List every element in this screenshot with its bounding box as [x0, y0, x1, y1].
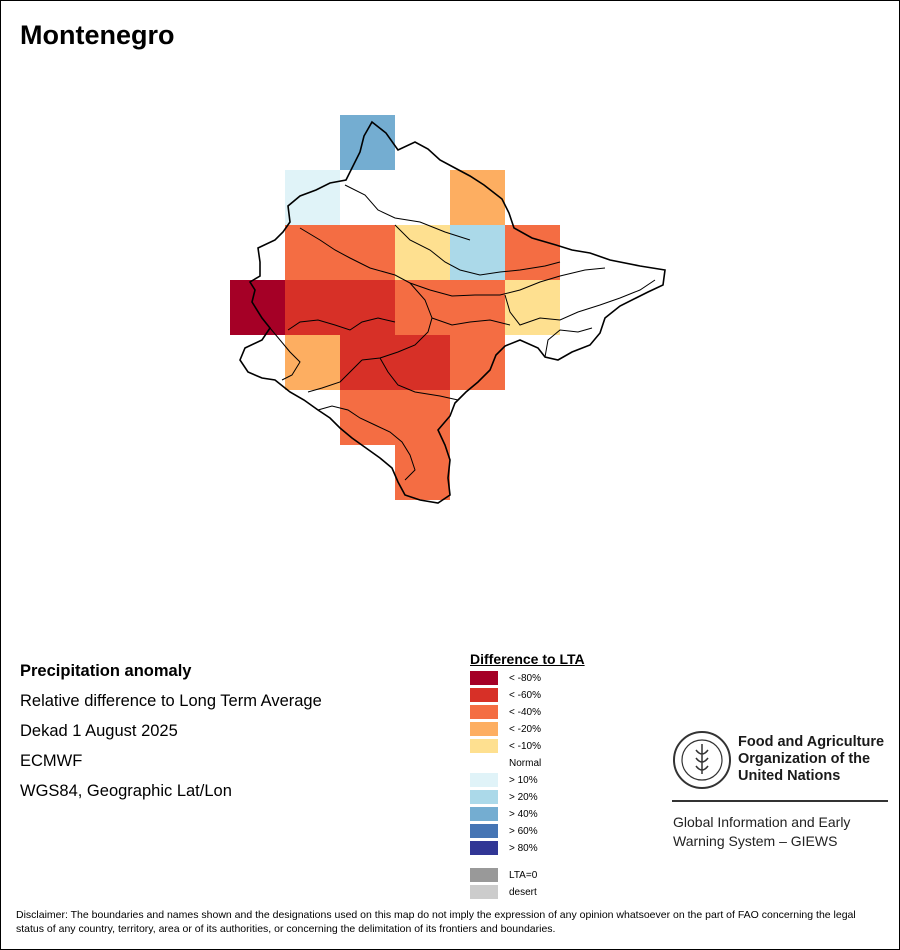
organization-name-line3: United Nations — [738, 768, 841, 784]
info-period: Dekad 1 August 2025 — [20, 722, 178, 740]
legend-label: > 20% — [509, 791, 538, 803]
legend-swatch — [470, 671, 498, 685]
anomaly-cell — [450, 280, 505, 335]
legend-swatch — [470, 688, 498, 702]
legend-label: > 80% — [509, 842, 538, 854]
anomaly-cell — [505, 225, 560, 280]
map-info: Precipitation anomaly Relative differenc… — [20, 656, 322, 806]
fao-logo-icon — [673, 731, 731, 789]
info-projection: WGS84, Geographic Lat/Lon — [20, 782, 232, 800]
anomaly-cell — [395, 445, 450, 500]
anomaly-cell — [285, 170, 340, 225]
anomaly-cell — [285, 335, 340, 390]
anomaly-cell — [450, 225, 505, 280]
anomaly-cell — [340, 390, 395, 445]
legend-item: < -80% — [470, 671, 541, 685]
legend-title: Difference to LTA — [470, 651, 585, 667]
legend-label: < -20% — [509, 723, 541, 735]
legend-label: < -60% — [509, 689, 541, 701]
legend-item: > 80% — [470, 841, 538, 855]
legend-item: < -60% — [470, 688, 541, 702]
legend-item: desert — [470, 885, 537, 899]
anomaly-cell — [340, 225, 395, 280]
legend-label: LTA=0 — [509, 869, 538, 881]
anomaly-cell — [450, 170, 505, 225]
legend-swatch — [470, 773, 498, 787]
legend-label: < -10% — [509, 740, 541, 752]
legend: Difference to LTA < -80% < -60% < -40% < -2… — [470, 651, 670, 899]
legend-swatch — [470, 722, 498, 736]
system-name: Global Information and Early Warning Sys… — [673, 813, 850, 851]
system-name-line2: Warning System – GIEWS — [673, 833, 838, 849]
legend-item: < -20% — [470, 722, 541, 736]
legend-swatch — [470, 868, 498, 882]
legend-item: > 10% — [470, 773, 538, 787]
anomaly-cell — [450, 335, 505, 390]
legend-swatch — [470, 756, 498, 770]
legend-item: > 40% — [470, 807, 538, 821]
legend-item: < -40% — [470, 705, 541, 719]
legend-item: Normal — [470, 756, 541, 770]
legend-swatch — [470, 841, 498, 855]
anomaly-grid — [230, 115, 560, 500]
anomaly-cell — [340, 335, 395, 390]
organization-name-line1: Food and Agriculture — [738, 734, 885, 750]
info-subtitle: Relative difference to Long Term Average — [20, 692, 322, 710]
legend-label: Normal — [509, 757, 542, 769]
anomaly-map — [230, 115, 666, 504]
anomaly-cell — [230, 280, 285, 335]
legend-label: > 10% — [509, 774, 538, 786]
legend-item: > 20% — [470, 790, 538, 804]
country-outline — [239, 120, 666, 504]
country-borders — [239, 120, 666, 504]
anomaly-cell — [505, 280, 560, 335]
disclaimer: Disclaimer: The boundaries and names sho… — [16, 909, 856, 935]
legend-label: < -80% — [509, 672, 541, 684]
system-name-line1: Global Information and Early — [673, 814, 851, 830]
anomaly-cell — [340, 280, 395, 335]
anomaly-cell — [340, 115, 395, 170]
legend-swatch — [470, 885, 498, 899]
anomaly-cell — [285, 225, 340, 280]
legend-label: desert — [509, 886, 537, 898]
legend-swatch — [470, 790, 498, 804]
info-heading: Precipitation anomaly — [20, 662, 192, 680]
legend-label: > 60% — [509, 825, 538, 837]
legend-item: < -10% — [470, 739, 541, 753]
legend-item: > 60% — [470, 824, 538, 838]
organization-divider — [672, 800, 888, 802]
legend-label: > 40% — [509, 808, 538, 820]
legend-swatch — [470, 739, 498, 753]
organization-name: Food and Agriculture Organization of the… — [738, 734, 884, 785]
legend-swatch — [470, 807, 498, 821]
anomaly-cell — [395, 280, 450, 335]
internal-boundaries — [269, 184, 656, 481]
legend-item: LTA=0 — [470, 868, 537, 882]
legend-label: < -40% — [509, 706, 541, 718]
legend-swatch — [470, 824, 498, 838]
map-title: Montenegro — [20, 20, 175, 50]
info-source: ECMWF — [20, 752, 83, 770]
organization-name-line2: Organization of the — [738, 751, 871, 767]
anomaly-cell — [395, 335, 450, 390]
legend-swatch — [470, 705, 498, 719]
